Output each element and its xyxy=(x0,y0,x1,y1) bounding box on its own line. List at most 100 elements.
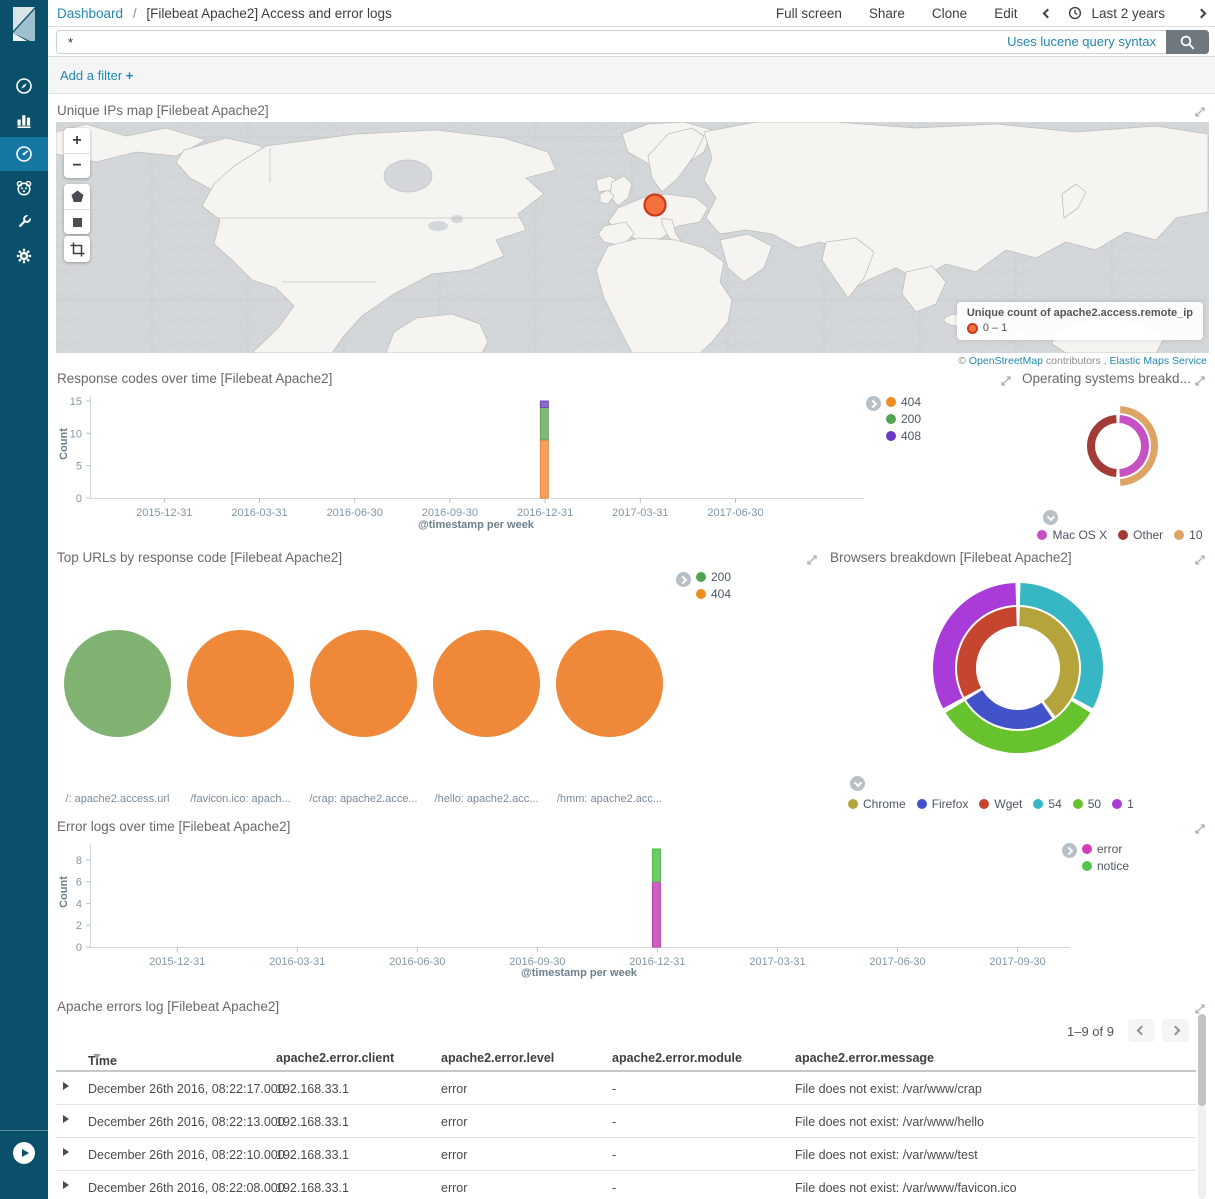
legend-dot xyxy=(1118,530,1128,540)
bar-segment-404[interactable] xyxy=(540,440,548,498)
kibana-logo[interactable] xyxy=(0,0,48,48)
share-button[interactable]: Share xyxy=(869,6,905,21)
legend-item-Chrome[interactable]: Chrome xyxy=(848,797,906,811)
legend-item-200[interactable]: 200 xyxy=(886,410,921,427)
expand-icon[interactable] xyxy=(1194,1002,1206,1014)
search-button[interactable] xyxy=(1166,30,1209,54)
table-row[interactable]: December 26th 2016, 08:22:08.000192.168.… xyxy=(56,1171,1196,1199)
legend-collapse-icon[interactable] xyxy=(1043,510,1058,525)
browsers-donut[interactable] xyxy=(928,578,1108,758)
legend-item-50[interactable]: 50 xyxy=(1073,797,1101,811)
osm-link[interactable]: OpenStreetMap xyxy=(969,355,1043,367)
legend-item-Mac OS X[interactable]: Mac OS X xyxy=(1037,528,1107,542)
time-range-picker[interactable]: Last 2 years xyxy=(1091,6,1165,21)
table-row[interactable]: December 26th 2016, 08:22:10.000192.168.… xyxy=(56,1138,1196,1171)
clone-button[interactable]: Clone xyxy=(932,6,967,21)
page-prev-button[interactable] xyxy=(1128,1019,1155,1042)
legend-dot xyxy=(917,799,927,809)
draw-rectangle-button[interactable] xyxy=(64,209,90,234)
time-forward-button[interactable] xyxy=(1197,8,1207,18)
expand-icon[interactable] xyxy=(1000,374,1012,386)
time-back-button[interactable] xyxy=(1043,8,1053,18)
page-next-button[interactable] xyxy=(1162,1019,1189,1042)
draw-polygon-button[interactable] xyxy=(64,184,90,209)
pie-slice-404[interactable] xyxy=(433,630,540,737)
os-breakdown-donut[interactable] xyxy=(1070,398,1166,494)
bar-segment-notice[interactable] xyxy=(652,849,660,882)
legend-item-200[interactable]: 200 xyxy=(696,568,731,585)
legend-item-Wget[interactable]: Wget xyxy=(979,797,1022,811)
edit-button[interactable]: Edit xyxy=(994,6,1017,21)
sidebar-item-management[interactable] xyxy=(0,239,48,273)
expand-icon[interactable] xyxy=(806,553,818,565)
expand-icon[interactable] xyxy=(1194,105,1206,117)
pie-slice-404[interactable] xyxy=(187,630,294,737)
legend-collapse-icon[interactable] xyxy=(1062,843,1077,858)
sidebar-item-visualize[interactable] xyxy=(0,103,48,137)
expand-icon[interactable] xyxy=(1194,374,1206,386)
ems-link[interactable]: Elastic Maps Service xyxy=(1110,355,1207,367)
donut-segment-Other[interactable] xyxy=(1087,415,1117,477)
row-expand-caret[interactable] xyxy=(63,1148,69,1156)
legend-item-404[interactable]: 404 xyxy=(886,393,921,410)
table-row[interactable]: December 26th 2016, 08:22:13.000192.168.… xyxy=(56,1105,1196,1138)
row-expand-caret[interactable] xyxy=(63,1082,69,1090)
cell-client: 192.168.33.1 xyxy=(276,1148,349,1162)
legend-item-1[interactable]: 1 xyxy=(1112,797,1134,811)
legend-item-notice[interactable]: notice xyxy=(1082,857,1129,874)
add-filter-button[interactable]: Add a filter + xyxy=(60,68,133,83)
legend-item-408[interactable]: 408 xyxy=(886,427,921,444)
column-header-message[interactable]: apache2.error.message xyxy=(795,1051,934,1065)
cell-client: 192.168.33.1 xyxy=(276,1082,349,1096)
pie-slice-404[interactable] xyxy=(556,630,663,737)
legend-dot xyxy=(1033,799,1043,809)
legend-item-Firefox[interactable]: Firefox xyxy=(917,797,969,811)
bar-segment-408[interactable] xyxy=(540,401,548,407)
bar-segment-200[interactable] xyxy=(540,407,548,439)
world-map[interactable]: + − Unique count of apache2.access.remot… xyxy=(56,122,1209,353)
row-expand-caret[interactable] xyxy=(63,1115,69,1123)
collapse-sidebar-button[interactable] xyxy=(13,1142,35,1164)
search-input[interactable] xyxy=(57,31,1097,53)
map-marker[interactable] xyxy=(645,195,666,216)
sidebar-item-dashboard[interactable] xyxy=(0,137,48,171)
svg-text:0: 0 xyxy=(76,942,82,954)
zoom-out-button[interactable]: − xyxy=(64,153,90,178)
x-axis-label: @timestamp per week xyxy=(88,967,1070,979)
table-row[interactable]: December 26th 2016, 08:22:17.000192.168.… xyxy=(56,1072,1196,1105)
fit-bounds-button[interactable] xyxy=(64,236,90,262)
full-screen-button[interactable]: Full screen xyxy=(776,6,842,21)
svg-text:8: 8 xyxy=(76,855,82,867)
sidebar-item-dev-tools[interactable] xyxy=(0,205,48,239)
map-zoom-controls: + − xyxy=(64,128,90,178)
lucene-syntax-link[interactable]: Uses lucene query syntax xyxy=(1007,34,1156,49)
legend-item-404[interactable]: 404 xyxy=(696,585,731,602)
zoom-in-button[interactable]: + xyxy=(64,128,90,153)
expand-icon[interactable] xyxy=(1194,822,1206,834)
sidebar-item-discover[interactable] xyxy=(0,69,48,103)
legend-dot xyxy=(886,414,896,424)
error-logs-chart[interactable]: 024682015-12-312016-03-312016-06-302016-… xyxy=(50,842,1074,974)
legend-collapse-icon[interactable] xyxy=(676,572,691,587)
breadcrumb-dashboard-link[interactable]: Dashboard xyxy=(57,6,123,21)
legend-collapse-icon[interactable] xyxy=(850,776,865,791)
sidebar-item-timelion[interactable] xyxy=(0,171,48,205)
pie-slice-404[interactable] xyxy=(310,630,417,737)
legend-item-10[interactable]: 10 xyxy=(1174,528,1202,542)
top-actions: Full screen Share Clone Edit Last 2 year… xyxy=(776,6,1215,21)
expand-icon[interactable] xyxy=(1194,553,1206,565)
legend-item-54[interactable]: 54 xyxy=(1033,797,1061,811)
column-header-level[interactable]: apache2.error.level xyxy=(441,1051,554,1065)
pie-slice-200[interactable] xyxy=(64,630,171,737)
response-codes-chart[interactable]: 0510152015-12-312016-03-312016-06-302016… xyxy=(50,394,868,525)
legend-item-error[interactable]: error xyxy=(1082,840,1129,857)
legend-item-Other[interactable]: Other xyxy=(1118,528,1163,542)
bar-segment-error[interactable] xyxy=(652,882,660,947)
scrollbar-thumb[interactable] xyxy=(1198,1014,1206,1106)
column-header-module[interactable]: apache2.error.module xyxy=(612,1051,742,1065)
cell-level: error xyxy=(441,1148,467,1162)
cell-module: - xyxy=(612,1082,616,1096)
legend-collapse-icon[interactable] xyxy=(866,396,881,411)
column-header-client[interactable]: apache2.error.client xyxy=(276,1051,394,1065)
row-expand-caret[interactable] xyxy=(63,1181,69,1189)
